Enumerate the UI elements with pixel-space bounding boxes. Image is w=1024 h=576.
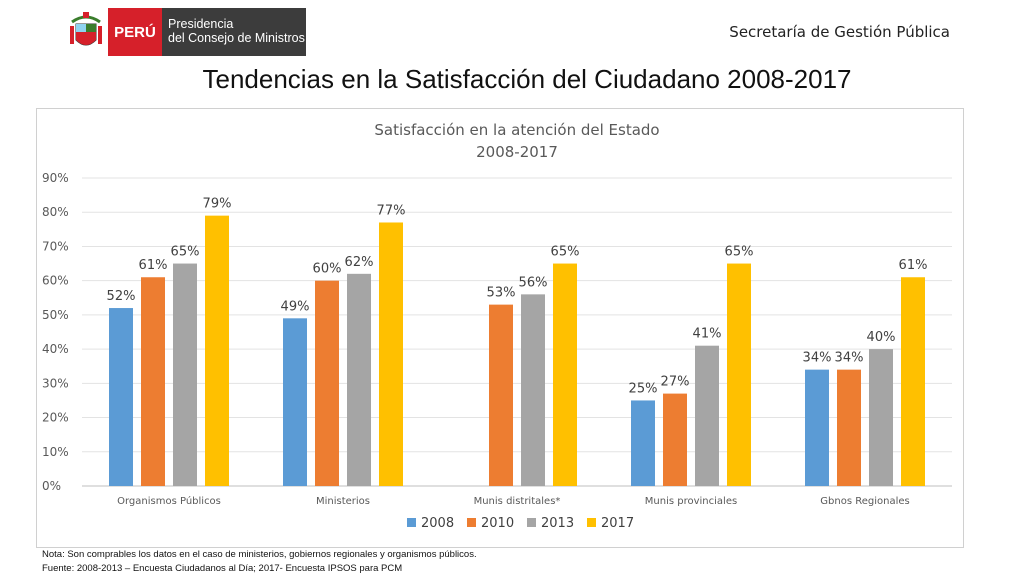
legend-swatch xyxy=(407,518,416,527)
bar xyxy=(205,215,229,486)
chart-title: Satisfacción en la atención del Estado xyxy=(374,121,659,139)
bar xyxy=(489,304,513,486)
legend-swatch xyxy=(527,518,536,527)
bar xyxy=(727,263,751,486)
bar xyxy=(805,369,829,486)
logo-country: PERÚ xyxy=(108,8,162,56)
legend-label: 2017 xyxy=(601,516,634,531)
data-label: 27% xyxy=(661,375,690,390)
x-tick-label: Gbnos Regionales xyxy=(820,496,909,507)
data-label: 53% xyxy=(487,286,516,301)
legend-swatch xyxy=(587,518,596,527)
data-label: 77% xyxy=(377,203,406,218)
bar-chart: Satisfacción en la atención del Estado 20… xyxy=(42,121,952,531)
chart-frame: Satisfacción en la atención del Estado 20… xyxy=(36,108,964,548)
y-tick-label: 20% xyxy=(42,411,69,425)
source-note: Fuente: 2008-2013 – Encuesta Ciudadanos … xyxy=(42,563,403,574)
data-label: 52% xyxy=(107,289,136,304)
data-label: 34% xyxy=(835,351,864,366)
data-label: 60% xyxy=(313,262,342,277)
logo-line-1: Presidencia xyxy=(168,17,234,31)
data-label: 65% xyxy=(725,245,754,260)
legend-label: 2010 xyxy=(481,516,514,531)
x-tick-label: Munis provinciales xyxy=(645,496,737,507)
data-label: 49% xyxy=(281,299,310,314)
data-label: 61% xyxy=(139,258,168,273)
bar xyxy=(837,369,861,486)
x-tick-label: Ministerios xyxy=(316,496,370,507)
y-tick-label: 30% xyxy=(42,376,69,390)
pcm-logo: PERÚ Presidencia del Consejo de Ministro… xyxy=(66,8,306,56)
legend-label: 2008 xyxy=(421,516,454,531)
bar xyxy=(173,263,197,486)
bar xyxy=(553,263,577,486)
y-tick-label: 60% xyxy=(42,274,69,288)
bar xyxy=(347,273,371,486)
data-label: 65% xyxy=(551,245,580,260)
data-label: 79% xyxy=(203,197,232,212)
y-tick-label: 0% xyxy=(42,479,61,493)
bar xyxy=(109,308,133,486)
bar xyxy=(283,318,307,486)
bar xyxy=(379,222,403,486)
bar xyxy=(663,393,687,486)
x-tick-label: Munis distritales* xyxy=(474,496,561,507)
bar xyxy=(869,349,893,486)
y-tick-label: 50% xyxy=(42,308,69,322)
data-label: 40% xyxy=(867,330,896,345)
y-tick-label: 90% xyxy=(42,171,69,185)
data-label: 62% xyxy=(345,255,374,270)
data-label: 41% xyxy=(693,327,722,342)
logo-text: Presidencia del Consejo de Ministros xyxy=(162,8,306,56)
chart-subtitle: 2008-2017 xyxy=(476,143,558,161)
data-label: 65% xyxy=(171,245,200,260)
bar xyxy=(315,280,339,486)
data-label: 34% xyxy=(803,351,832,366)
legend-swatch xyxy=(467,518,476,527)
y-tick-label: 70% xyxy=(42,239,69,253)
bar xyxy=(695,345,719,486)
coat-of-arms-icon xyxy=(70,12,102,46)
data-label: 25% xyxy=(629,381,658,396)
page-title: Tendencias en la Satisfacción del Ciudad… xyxy=(202,64,852,94)
bar xyxy=(901,277,925,486)
bar xyxy=(631,400,655,486)
bar xyxy=(521,294,545,486)
data-label: 61% xyxy=(899,258,928,273)
y-tick-label: 10% xyxy=(42,445,69,459)
y-tick-label: 40% xyxy=(42,342,69,356)
y-tick-label: 80% xyxy=(42,205,69,219)
x-tick-label: Organismos Públicos xyxy=(117,495,221,507)
secretaria-label: Secretaría de Gestión Pública xyxy=(729,23,950,41)
bar xyxy=(141,277,165,486)
data-label: 56% xyxy=(519,275,548,290)
logo-line-2: del Consejo de Ministros xyxy=(168,31,305,45)
footnote: Nota: Son comprables los datos en el cas… xyxy=(42,549,477,560)
legend-label: 2013 xyxy=(541,516,574,531)
